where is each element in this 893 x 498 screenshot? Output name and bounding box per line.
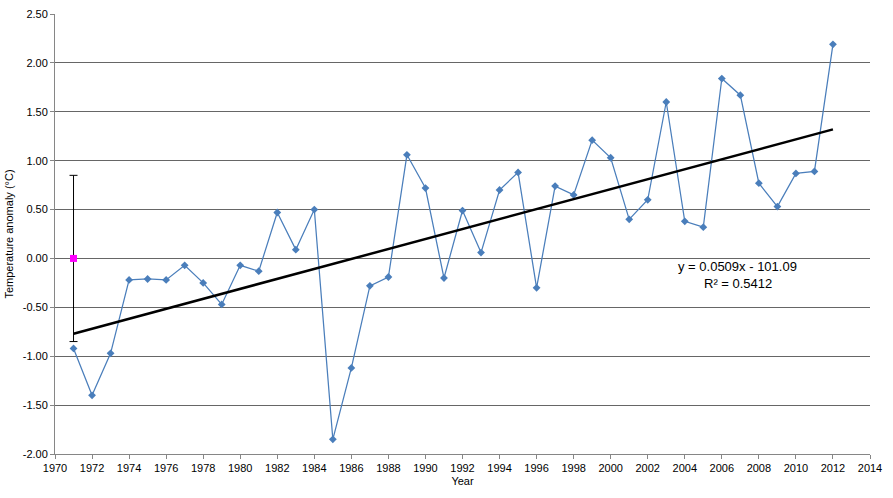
svg-text:-2.00: -2.00 (23, 448, 48, 460)
svg-text:1.00: 1.00 (26, 155, 47, 167)
svg-text:R² = 0.5412: R² = 0.5412 (704, 276, 772, 291)
svg-text:1998: 1998 (561, 462, 585, 474)
svg-text:1986: 1986 (339, 462, 363, 474)
svg-text:1.50: 1.50 (26, 106, 47, 118)
svg-text:y = 0.0509x - 101.09: y = 0.0509x - 101.09 (678, 259, 797, 274)
svg-text:1970: 1970 (43, 462, 67, 474)
svg-text:1974: 1974 (117, 462, 141, 474)
svg-text:2014: 2014 (858, 462, 882, 474)
svg-text:-1.00: -1.00 (23, 350, 48, 362)
svg-text:1978: 1978 (191, 462, 215, 474)
svg-text:1976: 1976 (154, 462, 178, 474)
svg-text:1988: 1988 (376, 462, 400, 474)
svg-text:1990: 1990 (413, 462, 437, 474)
svg-text:2000: 2000 (598, 462, 622, 474)
svg-text:1980: 1980 (228, 462, 252, 474)
svg-text:1992: 1992 (450, 462, 474, 474)
svg-text:1984: 1984 (302, 462, 326, 474)
svg-text:2010: 2010 (784, 462, 808, 474)
svg-text:-1.50: -1.50 (23, 399, 48, 411)
svg-text:Year: Year (451, 475, 474, 487)
svg-text:1996: 1996 (524, 462, 548, 474)
svg-text:1972: 1972 (80, 462, 104, 474)
svg-text:0.00: 0.00 (26, 252, 47, 264)
svg-text:0.50: 0.50 (26, 203, 47, 215)
svg-text:Temperature anomaly (°C): Temperature anomaly (°C) (3, 169, 15, 298)
svg-text:2012: 2012 (821, 462, 845, 474)
svg-text:2.00: 2.00 (26, 57, 47, 69)
svg-text:2006: 2006 (710, 462, 734, 474)
svg-text:1982: 1982 (265, 462, 289, 474)
svg-text:2004: 2004 (673, 462, 697, 474)
svg-text:-0.50: -0.50 (23, 301, 48, 313)
svg-text:2008: 2008 (747, 462, 771, 474)
svg-text:1994: 1994 (487, 462, 511, 474)
svg-text:2002: 2002 (635, 462, 659, 474)
svg-text:2.50: 2.50 (26, 8, 47, 20)
